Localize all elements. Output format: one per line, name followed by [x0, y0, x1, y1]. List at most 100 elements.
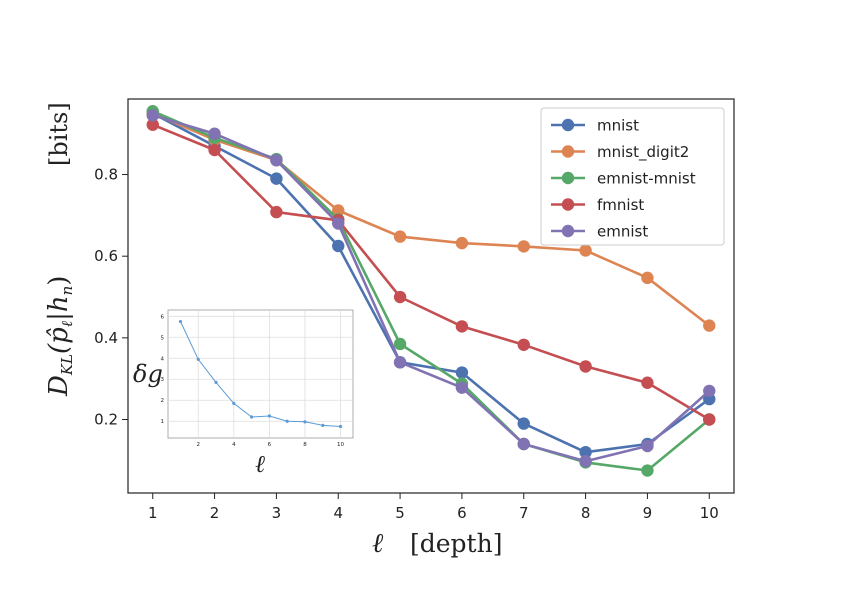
y-tick-label: 0.8 [94, 166, 118, 184]
data-point [393, 337, 407, 351]
data-point [270, 172, 283, 185]
data-point [641, 439, 654, 453]
y-axis-h-sub: n [58, 286, 76, 296]
inset-y-tick-label: 2 [161, 398, 165, 404]
inset-y-tick-label: 1 [161, 419, 165, 425]
x-tick-label: 1 [148, 504, 158, 522]
data-point [393, 356, 407, 369]
data-point [146, 109, 159, 122]
y-axis-h: |h [44, 295, 74, 321]
legend: mnist mnist_digit2 emnist-mnist fmnist emnis… [540, 107, 725, 246]
data-point [270, 154, 283, 167]
data-point [455, 236, 469, 250]
series-emnist [146, 109, 716, 468]
series-line-emnist [152, 114, 711, 463]
series-fmnist [146, 118, 716, 426]
data-point [455, 366, 469, 379]
x-axis-unit: [depth] [410, 529, 502, 558]
inset-x-tick-label: 8 [303, 442, 307, 448]
data-point [208, 143, 221, 157]
data-point [208, 127, 221, 140]
data-point [517, 417, 530, 430]
x-tick-label: 6 [457, 504, 467, 522]
series-line-fmnist [152, 123, 710, 421]
inset-point [214, 380, 218, 384]
data-point [270, 205, 283, 219]
y-axis-unit: [bits] [45, 102, 73, 166]
inset-point [178, 319, 183, 324]
legend-entry-mnist_digit2: mnist_digit2 [551, 143, 689, 162]
y-tick-label: 0.4 [94, 329, 118, 347]
inset-point [232, 401, 236, 405]
data-point [579, 360, 592, 373]
x-axis-label: ℓ [depth] [372, 528, 502, 559]
series-line-mnist_digit2 [152, 112, 711, 327]
legend-marker [561, 224, 575, 238]
data-point [332, 217, 345, 230]
y-axis-d: D [44, 375, 74, 397]
inset-line [180, 321, 341, 427]
x-axis-symbol: ℓ [372, 528, 384, 559]
x-tick-label: 3 [272, 504, 282, 522]
legend-label: mnist [597, 117, 639, 135]
data-point [641, 464, 654, 477]
legend-marker [561, 145, 575, 158]
inset-point [267, 414, 271, 418]
data-point [393, 290, 407, 304]
y-axis-p-sub: ℓ [58, 321, 76, 327]
legend-entry-emnist-mnist: emnist-mnist [551, 170, 696, 188]
svg-text:DKL(p̂ℓ|hn): DKL(p̂ℓ|hn) [44, 276, 76, 397]
data-point [579, 445, 592, 459]
inset-point [338, 424, 343, 429]
legend-box [540, 107, 725, 246]
inset-point [303, 420, 307, 424]
legend-marker [561, 171, 575, 185]
data-point [332, 239, 345, 253]
y-axis-label: DKL(p̂ℓ|hn) [bits] [44, 102, 76, 397]
data-point [332, 204, 345, 217]
inset-point [321, 423, 325, 428]
y-tick-label: 0.6 [94, 247, 118, 265]
data-point [641, 376, 654, 389]
inset-y-label: δg [133, 360, 163, 388]
data-point [641, 271, 654, 285]
legend-entry-fmnist: fmnist [551, 196, 644, 214]
x-tick-label: 9 [643, 504, 653, 522]
data-point [393, 230, 407, 243]
x-tick-label: 2 [210, 504, 220, 522]
legend-marker [561, 198, 575, 211]
inset-x-tick-label: 4 [232, 442, 236, 448]
data-point [517, 338, 530, 351]
inset-x-tick-label: 10 [337, 442, 344, 448]
legend-entry-mnist: mnist [551, 117, 639, 135]
inset-point [285, 419, 289, 423]
data-point [703, 319, 716, 332]
data-point [455, 381, 469, 394]
x-tick-label: 8 [581, 504, 591, 522]
inset-y-tick-label: 4 [161, 356, 165, 362]
x-tick-label: 7 [519, 504, 529, 522]
data-point [703, 384, 716, 398]
inset-y-tick-label: 3 [161, 377, 165, 383]
data-point [703, 413, 716, 426]
inset-point [250, 415, 254, 419]
y-axis-p: (p̂ [44, 327, 74, 354]
data-point [579, 244, 592, 257]
series-line-emnist-mnist [152, 110, 711, 472]
inset-series [178, 319, 343, 429]
data-point [455, 320, 469, 333]
legend-label: fmnist [597, 196, 644, 214]
data-point [579, 454, 592, 468]
inset-x-tick-label: 2 [196, 442, 200, 448]
legend-label: mnist_digit2 [597, 143, 689, 162]
main-series-group [146, 105, 716, 477]
y-tick-label: 0.2 [94, 411, 118, 429]
inset-y-tick-label: 6 [161, 314, 165, 320]
data-point [517, 437, 530, 451]
y-axis-close: ) [44, 276, 74, 286]
legend-marker [561, 118, 575, 132]
inset-plot-area [167, 309, 354, 439]
series-line-mnist [152, 112, 711, 454]
